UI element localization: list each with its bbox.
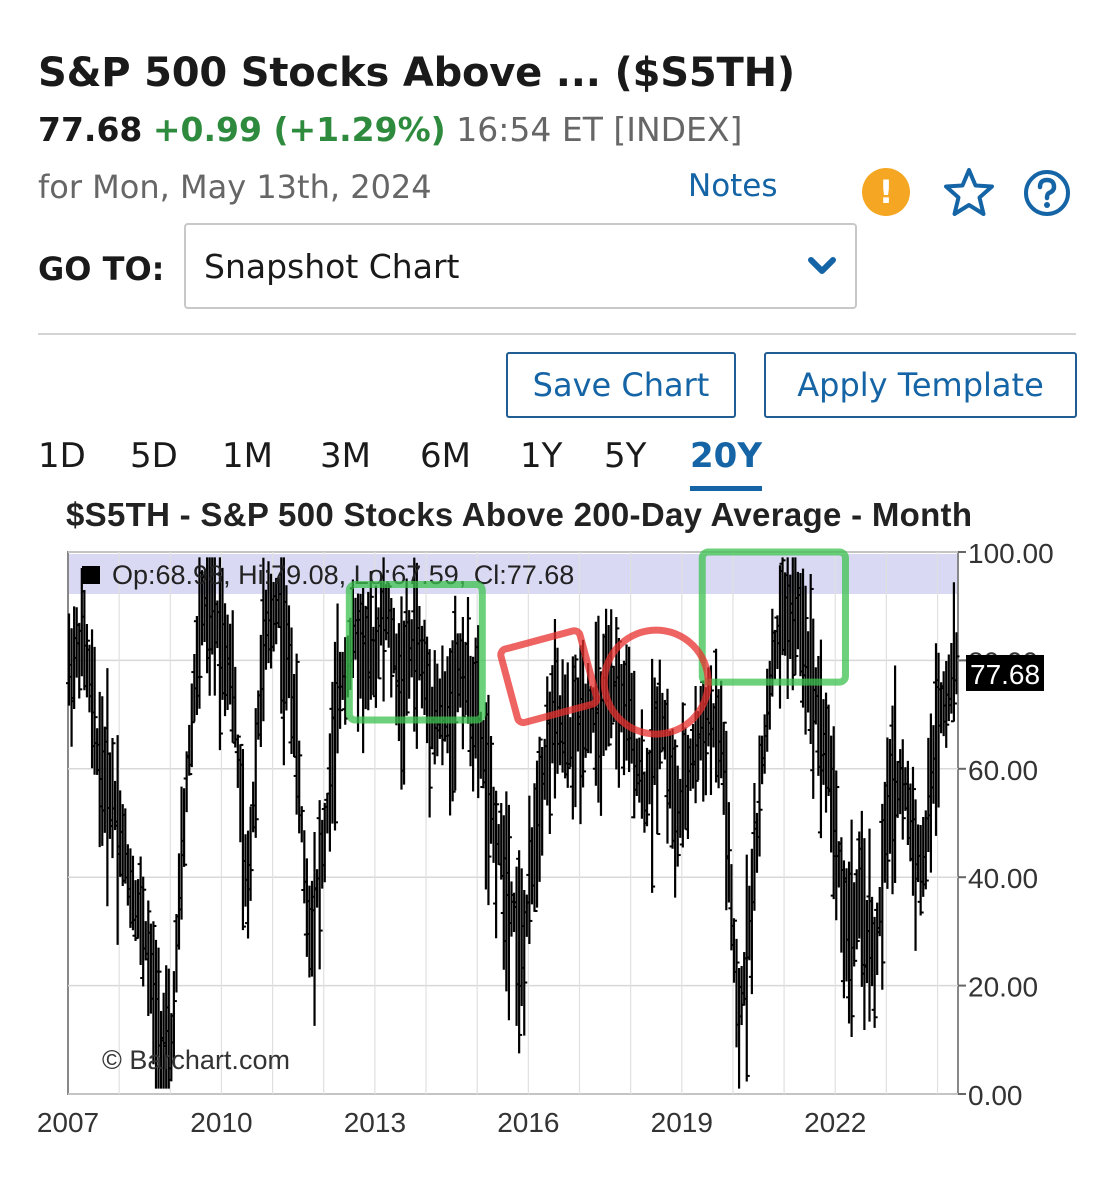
apply-template-button[interactable]: Apply Template [764, 352, 1077, 418]
y-tick-label: 0.00 [968, 1080, 1023, 1111]
last-value-label: 77.68 [970, 659, 1040, 690]
chevron-down-icon [808, 257, 836, 274]
period-tab-1d[interactable]: 1D [38, 436, 86, 476]
help-icon[interactable] [1022, 168, 1072, 218]
price-change: +0.99 (+1.29%) [152, 110, 446, 149]
goto-dropdown[interactable]: Snapshot Chart [184, 223, 857, 309]
quote-time: 16:54 ET [INDEX] [456, 110, 743, 149]
annotation-circle-2018 [600, 626, 712, 738]
x-tick-label: 2016 [497, 1107, 559, 1138]
alert-icon-glyph: ! [878, 173, 894, 211]
ohlc-legend-swatch [82, 566, 100, 584]
price-chart[interactable]: 0.0020.0040.0060.0080.00100.002007201020… [0, 530, 1114, 1150]
annotation-square-shape [497, 627, 601, 727]
star-icon[interactable] [942, 166, 996, 220]
x-tick-label: 2013 [344, 1107, 406, 1138]
divider [38, 333, 1076, 335]
y-tick-label: 40.00 [968, 863, 1038, 894]
goto-selected-value: Snapshot Chart [204, 247, 460, 286]
period-tab-6m[interactable]: 6M [420, 436, 471, 476]
x-tick-label: 2019 [651, 1107, 713, 1138]
ohlc-legend-text: Op:68.98, Hi:79.08, Lo:67.59, Cl:77.68 [112, 560, 574, 590]
save-chart-button[interactable]: Save Chart [506, 352, 736, 418]
period-selector: 1D 5D 1M 3M 6M 1Y 5Y 20Y [38, 436, 798, 492]
last-price: 77.68 [38, 110, 143, 149]
quote-row: 77.68 +0.99 (+1.29%) 16:54 ET [INDEX] [38, 110, 742, 149]
goto-label: GO TO: [38, 250, 165, 288]
annotation-box-2013 [345, 581, 486, 724]
period-tab-20y[interactable]: 20Y [690, 436, 762, 476]
active-period-underline [690, 486, 762, 491]
period-tab-3m[interactable]: 3M [320, 436, 371, 476]
last-value-box [966, 654, 1044, 691]
ohlc-band [69, 554, 957, 594]
period-tab-1y[interactable]: 1Y [520, 436, 563, 476]
period-tab-5y[interactable]: 5Y [604, 436, 647, 476]
x-tick-label: 2022 [804, 1107, 866, 1138]
x-tick-label: 2010 [190, 1107, 252, 1138]
annotation-square-2016 [497, 627, 601, 727]
chart-title: $S5TH - S&P 500 Stocks Above 200-Day Ave… [66, 496, 973, 533]
alert-icon[interactable]: ! [862, 168, 910, 216]
x-tick-label: 2007 [37, 1107, 99, 1138]
y-tick-label: 60.00 [968, 755, 1038, 786]
notes-link[interactable]: Notes [688, 168, 778, 204]
page-title: S&P 500 Stocks Above ... ($S5TH) [38, 50, 795, 96]
annotation-box-2021 [698, 548, 849, 686]
period-tab-1m[interactable]: 1M [222, 436, 273, 476]
watermark: © Barchart.com [102, 1045, 290, 1075]
quote-date: for Mon, May 13th, 2024 [38, 168, 432, 206]
y-tick-label: 100.00 [968, 538, 1054, 569]
y-tick-label: 20.00 [968, 972, 1038, 1003]
period-tab-5d[interactable]: 5D [130, 436, 178, 476]
